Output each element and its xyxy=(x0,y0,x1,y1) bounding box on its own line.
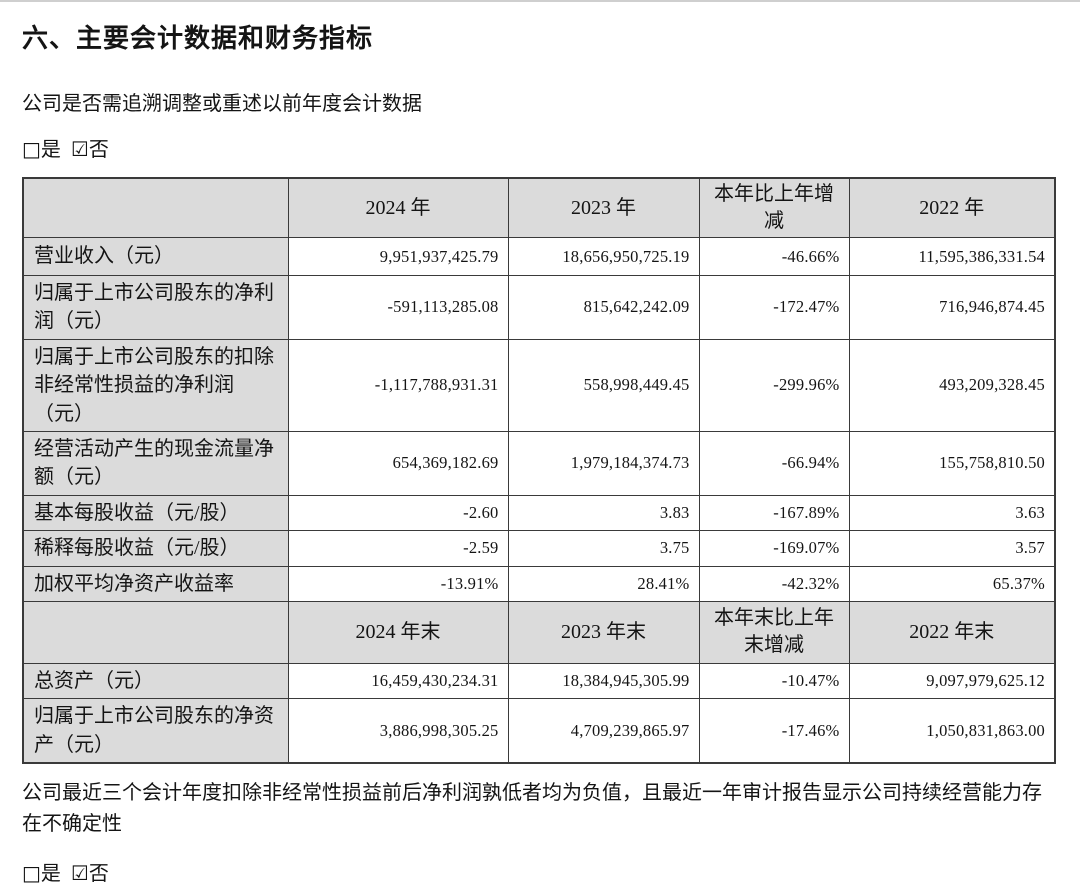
restatement-no-option: ☑否 xyxy=(70,137,109,161)
no-label: 否 xyxy=(88,863,109,886)
metric-label-cell: 营业收入（元） xyxy=(22,237,289,276)
table-row-weighted-avg-roe: 加权平均净资产收益率 -13.91% 28.41% -42.32% 65.37% xyxy=(22,565,1056,602)
header-cell-2023: 2023 年 xyxy=(507,177,700,238)
value-cell: 493,209,328.45 xyxy=(848,338,1056,432)
table-row-net-profit: 归属于上市公司股东的净利润（元） -591,113,285.08 815,642… xyxy=(22,275,1056,340)
checkbox-unchecked-icon: □ xyxy=(22,861,41,886)
header-cell-end-yoy-change: 本年末比上年末增减 xyxy=(698,600,850,664)
restatement-yes-option: □是 xyxy=(22,137,61,161)
value-cell: -17.46% xyxy=(698,698,850,764)
no-label: 否 xyxy=(88,139,109,161)
value-cell: 16,459,430,234.31 xyxy=(287,662,509,700)
value-cell: -299.96% xyxy=(698,338,850,432)
value-cell: 3,886,998,305.25 xyxy=(287,698,509,764)
value-cell: 3.75 xyxy=(507,530,700,567)
value-cell: 18,656,950,725.19 xyxy=(507,237,700,276)
restatement-checkline: □是 ☑否 xyxy=(22,133,1056,162)
value-cell: 1,979,184,374.73 xyxy=(507,430,700,496)
value-cell: 3.57 xyxy=(848,530,1056,567)
header-cell-blank xyxy=(22,177,289,238)
metric-label-cell: 经营活动产生的现金流量净额（元） xyxy=(22,430,289,496)
table-row-net-profit-excl-nonrecurring: 归属于上市公司股东的扣除非经常性损益的净利润（元） -1,117,788,931… xyxy=(22,338,1056,432)
table-row-total-assets: 总资产（元） 16,459,430,234.31 18,384,945,305.… xyxy=(22,662,1056,700)
value-cell: -46.66% xyxy=(698,237,850,276)
value-cell: -172.47% xyxy=(698,275,850,340)
header-cell-2024: 2024 年 xyxy=(287,177,509,238)
period-end-header-row: 2024 年末 2023 年末 本年末比上年末增减 2022 年末 xyxy=(22,600,1056,664)
value-cell: 716,946,874.45 xyxy=(848,275,1056,340)
yes-label: 是 xyxy=(40,863,61,886)
annual-header-row: 2024 年 2023 年 本年比上年增减 2022 年 xyxy=(22,177,1056,238)
value-cell: 654,369,182.69 xyxy=(287,430,509,496)
value-cell: 815,642,242.09 xyxy=(507,275,700,340)
value-cell: 3.83 xyxy=(507,494,700,532)
checkbox-checked-icon: ☑ xyxy=(70,861,89,886)
document-page: 六、主要会计数据和财务指标 公司是否需追溯调整或重述以前年度会计数据 □是 ☑否 … xyxy=(0,18,1080,886)
header-cell-yoy-change: 本年比上年增减 xyxy=(698,177,850,238)
header-cell-2022: 2022 年 xyxy=(848,177,1056,238)
metric-label-cell: 总资产（元） xyxy=(22,662,289,700)
checkbox-checked-icon: ☑ xyxy=(70,137,89,161)
value-cell: -2.59 xyxy=(287,530,509,567)
value-cell: 11,595,386,331.54 xyxy=(848,237,1056,276)
value-cell: -10.47% xyxy=(698,662,850,700)
value-cell: -167.89% xyxy=(698,494,850,532)
going-concern-yes-option: □是 xyxy=(22,861,61,886)
table-row-basic-eps: 基本每股收益（元/股） -2.60 3.83 -167.89% 3.63 xyxy=(22,494,1056,532)
metric-label-cell: 基本每股收益（元/股） xyxy=(22,494,289,532)
going-concern-footnote: 公司最近三个会计年度扣除非经常性损益前后净利润孰低者均为负值，且最近一年审计报告… xyxy=(22,782,1042,836)
table-row-net-assets: 归属于上市公司股东的净资产（元） 3,886,998,305.25 4,709,… xyxy=(22,698,1056,764)
header-cell-end-2022: 2022 年末 xyxy=(848,600,1056,664)
value-cell: 28.41% xyxy=(507,565,700,602)
value-cell: -42.32% xyxy=(698,565,850,602)
going-concern-no-option: ☑否 xyxy=(70,861,109,886)
page-title: 六、主要会计数据和财务指标 xyxy=(22,24,374,53)
value-cell: -13.91% xyxy=(287,565,509,602)
metric-label-cell: 加权平均净资产收益率 xyxy=(22,565,289,602)
value-cell: 4,709,239,865.97 xyxy=(507,698,700,764)
value-cell: 558,998,449.45 xyxy=(507,338,700,432)
value-cell: 3.63 xyxy=(848,494,1056,532)
value-cell: 18,384,945,305.99 xyxy=(507,662,700,700)
yes-label: 是 xyxy=(40,139,61,161)
value-cell: -591,113,285.08 xyxy=(287,275,509,340)
value-cell: -66.94% xyxy=(698,430,850,496)
metric-label-cell: 归属于上市公司股东的净利润（元） xyxy=(22,275,289,340)
table-row-diluted-eps: 稀释每股收益（元/股） -2.59 3.75 -169.07% 3.57 xyxy=(22,530,1056,567)
metric-label-cell: 归属于上市公司股东的扣除非经常性损益的净利润（元） xyxy=(22,338,289,432)
table-row-revenue: 营业收入（元） 9,951,937,425.79 18,656,950,725.… xyxy=(22,237,1056,276)
value-cell: 1,050,831,863.00 xyxy=(848,698,1056,764)
checkbox-unchecked-icon: □ xyxy=(22,137,41,161)
value-cell: -2.60 xyxy=(287,494,509,532)
header-cell-blank xyxy=(22,600,289,664)
financial-indicators-table: 2024 年 2023 年 本年比上年增减 2022 年 营业收入（元） 9,9… xyxy=(22,177,1056,765)
value-cell: 9,951,937,425.79 xyxy=(287,237,509,276)
value-cell: -1,117,788,931.31 xyxy=(287,338,509,432)
going-concern-checkline: □是 ☑否 xyxy=(22,857,1056,886)
table-row-operating-cash-flow: 经营活动产生的现金流量净额（元） 654,369,182.69 1,979,18… xyxy=(22,430,1056,496)
metric-label-cell: 稀释每股收益（元/股） xyxy=(22,530,289,567)
value-cell: -169.07% xyxy=(698,530,850,567)
value-cell: 9,097,979,625.12 xyxy=(848,662,1056,700)
value-cell: 65.37% xyxy=(848,565,1056,602)
metric-label-cell: 归属于上市公司股东的净资产（元） xyxy=(22,698,289,764)
header-cell-end-2024: 2024 年末 xyxy=(287,600,509,664)
value-cell: 155,758,810.50 xyxy=(848,430,1056,496)
header-cell-end-2023: 2023 年末 xyxy=(507,600,700,664)
restatement-question: 公司是否需追溯调整或重述以前年度会计数据 xyxy=(22,93,422,115)
